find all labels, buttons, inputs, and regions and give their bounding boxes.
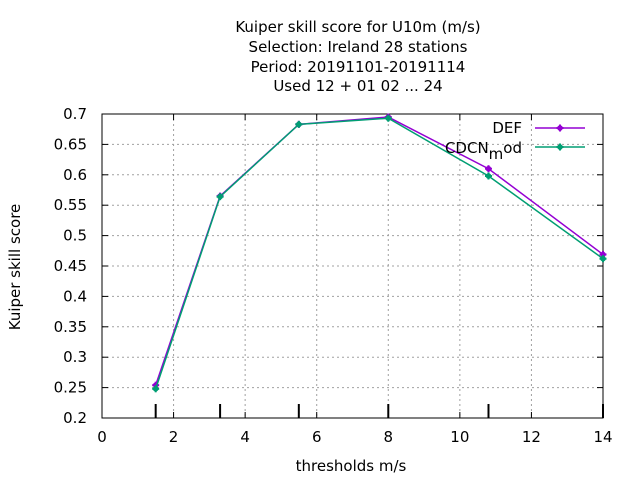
title-line-3: Period: 20191101-20191114 xyxy=(251,58,466,76)
y-tick-label: 0.35 xyxy=(54,318,87,336)
x-tick-label: 8 xyxy=(384,428,394,446)
title-line-1: Kuiper skill score for U10m (m/s) xyxy=(235,18,480,36)
series-line-0 xyxy=(154,116,604,386)
series-0-point xyxy=(484,165,492,173)
x-axis-label: thresholds m/s xyxy=(296,457,407,475)
y-tick-label: 0.7 xyxy=(63,105,87,123)
series-1-point xyxy=(384,114,392,122)
y-tick-label: 0.6 xyxy=(63,166,87,184)
legend-marker-0 xyxy=(556,124,564,132)
y-tick-label: 0.45 xyxy=(54,257,87,275)
legend-label-def: DEF xyxy=(492,119,522,137)
threshold-marks xyxy=(154,404,604,418)
chart-title: Kuiper skill score for U10m (m/s) Select… xyxy=(235,18,480,95)
x-tick-label: 10 xyxy=(450,428,469,446)
series-1-point xyxy=(295,120,303,128)
y-tick-label: 0.65 xyxy=(54,135,87,153)
legend-label-cdcn: CDCNmod xyxy=(445,139,522,163)
series xyxy=(152,113,607,393)
grid xyxy=(102,114,603,418)
series-1-point-dot xyxy=(485,173,492,179)
y-tick-label: 0.5 xyxy=(63,227,87,245)
series-1-point-dot xyxy=(385,115,392,122)
legend-label-cdcn-main: CDCN xyxy=(445,139,489,157)
title-line-2: Selection: Ireland 28 stations xyxy=(249,38,468,56)
series-0-point-dot xyxy=(600,251,606,258)
plot-frame xyxy=(101,113,604,419)
series-1-point xyxy=(599,255,607,263)
y-tick-label: 0.25 xyxy=(54,379,87,397)
y-tick-label: 0.3 xyxy=(63,348,87,366)
x-tick-label: 14 xyxy=(593,428,612,446)
y-tick-label: 0.2 xyxy=(63,409,87,427)
series-1-point-dot xyxy=(217,193,223,200)
legend-marker-0-dot xyxy=(557,125,563,131)
series-1-point xyxy=(484,172,492,180)
y-tick-label: 0.55 xyxy=(54,196,87,214)
y-tick-label: 0.4 xyxy=(63,287,87,305)
legend-marker-1-dot xyxy=(557,144,563,150)
legend: DEF CDCNmod xyxy=(445,119,585,163)
series-line-1 xyxy=(154,117,604,390)
series-1-point xyxy=(216,193,224,201)
legend-label-cdcn-tail: od xyxy=(503,139,522,157)
axis-ticks: 0 2 4 6 8 10 12 14 0.2 0.25 0.3 0.35 0.4 0.45 0.5 0.55 0… xyxy=(54,105,613,446)
series-0-point-dot xyxy=(485,165,492,172)
legend-marker-1 xyxy=(556,143,564,151)
x-tick-label: 2 xyxy=(169,428,179,446)
x-tick-label: 4 xyxy=(240,428,250,446)
y-axis-label: Kuiper skill score xyxy=(6,204,24,331)
series-1-point-dot xyxy=(600,255,606,262)
x-tick-label: 0 xyxy=(97,428,107,446)
legend-label-cdcn-sub: m xyxy=(489,145,504,163)
series-1-point-dot xyxy=(152,386,159,392)
series-1-point xyxy=(152,385,160,393)
series-1-point-dot xyxy=(296,121,302,128)
x-tick-label: 6 xyxy=(312,428,322,446)
title-line-4: Used 12 + 01 02 ... 24 xyxy=(273,77,442,95)
x-tick-label: 12 xyxy=(522,428,541,446)
